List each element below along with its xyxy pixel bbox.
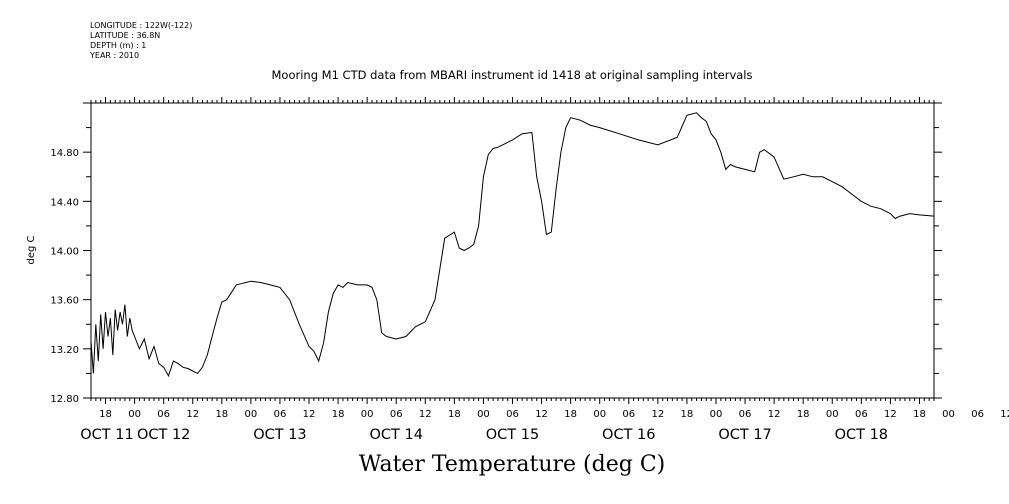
x-hour-label: 00	[826, 409, 839, 420]
x-hour-label: 00	[245, 409, 258, 420]
x-hour-label: 00	[593, 409, 606, 420]
x-hour-label: 06	[506, 409, 519, 420]
x-hour-label: 06	[971, 409, 984, 420]
x-hour-label: 00	[361, 409, 374, 420]
latitude-label: LATITUDE : 36.8N	[90, 31, 161, 40]
temperature-series-line	[90, 112, 935, 378]
y-tick-label: 14.40	[50, 197, 79, 208]
x-hour-label: 18	[448, 409, 461, 420]
x-hour-label: 00	[477, 409, 490, 420]
x-hour-label: 18	[681, 409, 694, 420]
x-day-label: OCT 17	[718, 427, 771, 443]
y-tick-label: 13.20	[50, 345, 79, 356]
x-day-label: OCT 13	[253, 427, 306, 443]
y-tick-label: 13.60	[50, 296, 79, 307]
x-day-label: OCT 14	[369, 427, 422, 443]
x-hour-label: 12	[186, 409, 199, 420]
x-day-label: OCT 15	[486, 427, 539, 443]
longitude-label: LONGITUDE : 122W(-122)	[90, 21, 193, 30]
x-hour-label: 06	[390, 409, 403, 420]
x-hour-label: 06	[622, 409, 635, 420]
x-hour-label: 18	[564, 409, 577, 420]
x-hour-label: 06	[274, 409, 287, 420]
x-day-label: OCT 11	[80, 427, 133, 443]
x-hour-label: 12	[419, 409, 432, 420]
x-hour-label: 12	[651, 409, 664, 420]
x-hour-label: 12	[768, 409, 781, 420]
x-hour-label: 00	[128, 409, 141, 420]
x-day-label: OCT 16	[602, 427, 655, 443]
x-hour-label: 00	[710, 409, 723, 420]
x-hour-label: 18	[215, 409, 228, 420]
y-axis-label: deg C	[26, 235, 37, 264]
chart-title: Mooring M1 CTD data from MBARI instrumen…	[271, 68, 753, 82]
x-hour-label: 06	[739, 409, 752, 420]
x-hour-label: 18	[99, 409, 112, 420]
x-hour-label: 00	[942, 409, 955, 420]
x-hour-label: 12	[535, 409, 548, 420]
x-axis-label: Water Temperature (deg C)	[358, 452, 666, 477]
temperature-chart: 12.80 13.20 13.60 14.00 14.40 14.80 deg C 18 00 0…	[26, 97, 1009, 443]
metadata-block: LONGITUDE : 122W(-122) LATITUDE : 36.8N …	[90, 21, 192, 61]
x-hour-label: 12	[884, 409, 897, 420]
x-day-label: OCT 12	[137, 427, 190, 443]
depth-label: DEPTH (m) : 1	[90, 41, 147, 50]
y-tick-label: 14.80	[50, 148, 79, 159]
y-tick-label: 14.00	[50, 247, 79, 258]
x-hour-label: 06	[855, 409, 868, 420]
year-label: YEAR : 2010	[90, 51, 140, 60]
x-day-label: OCT 18	[835, 427, 888, 443]
x-hour-label: 18	[332, 409, 345, 420]
x-hour-label: 18	[913, 409, 926, 420]
x-hour-label: 06	[157, 409, 170, 420]
x-hour-label: 18	[797, 409, 810, 420]
plot-frame	[90, 102, 935, 399]
x-hour-label: 12	[303, 409, 316, 420]
y-tick-label: 12.80	[50, 394, 79, 405]
x-hour-label: 12	[1000, 409, 1009, 420]
